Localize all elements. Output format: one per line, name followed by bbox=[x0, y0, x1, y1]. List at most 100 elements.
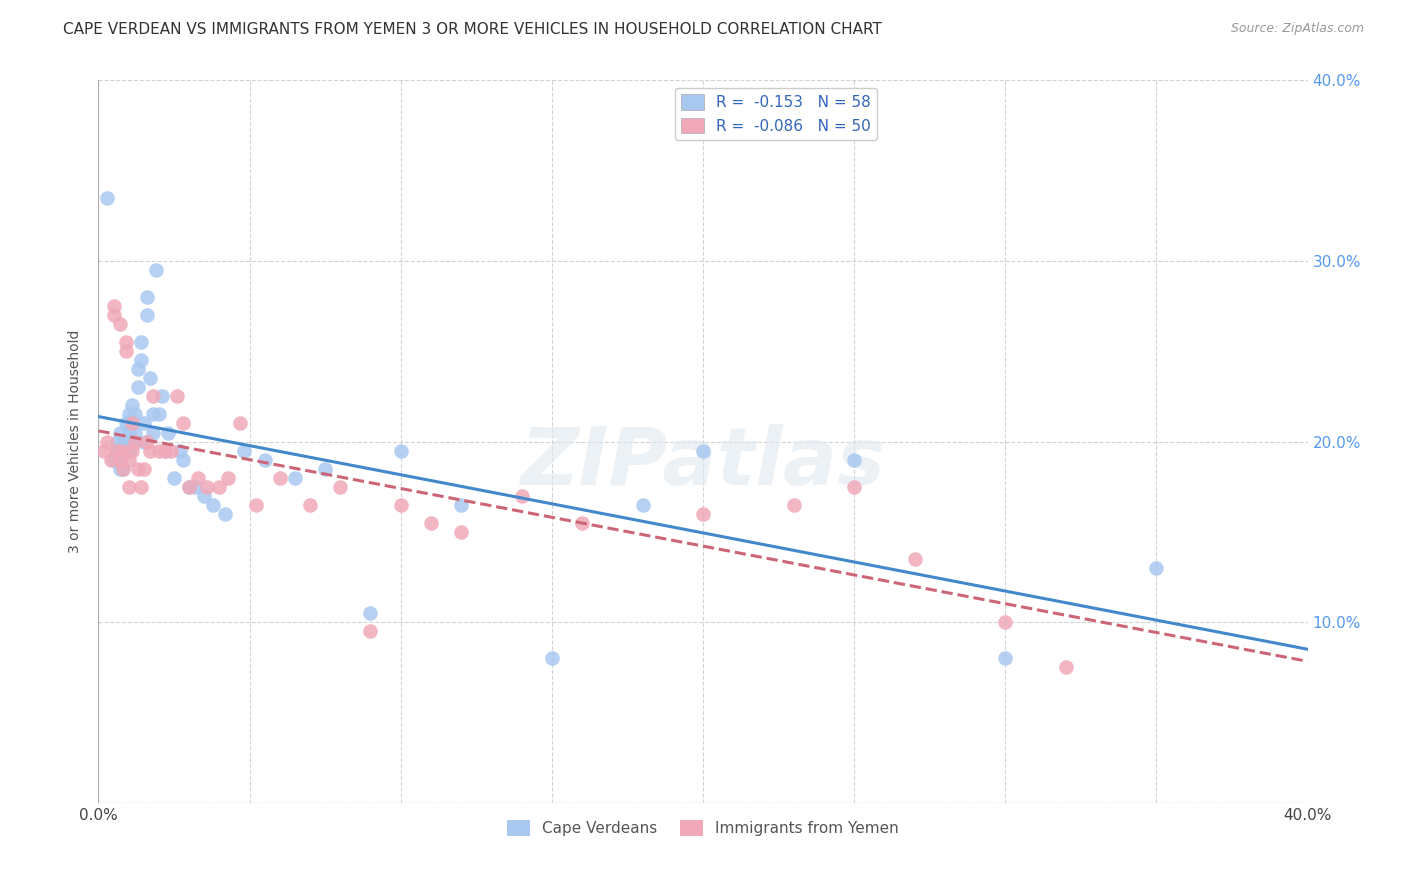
Point bbox=[299, 498, 322, 512]
Point bbox=[121, 417, 143, 431]
Point bbox=[329, 480, 352, 494]
Point bbox=[105, 434, 128, 449]
Point bbox=[510, 489, 533, 503]
Point bbox=[179, 480, 201, 494]
Point bbox=[153, 443, 176, 458]
Point bbox=[420, 516, 443, 530]
Point bbox=[172, 417, 194, 431]
Point bbox=[148, 443, 170, 458]
Point bbox=[139, 371, 162, 385]
Point bbox=[96, 434, 118, 449]
Point bbox=[450, 524, 472, 539]
Point bbox=[108, 452, 131, 467]
Text: CAPE VERDEAN VS IMMIGRANTS FROM YEMEN 3 OR MORE VEHICLES IN HOUSEHOLD CORRELATIO: CAPE VERDEAN VS IMMIGRANTS FROM YEMEN 3 … bbox=[63, 22, 882, 37]
Point bbox=[135, 290, 157, 304]
Point bbox=[150, 389, 173, 403]
Point bbox=[187, 471, 209, 485]
Legend: Cape Verdeans, Immigrants from Yemen: Cape Verdeans, Immigrants from Yemen bbox=[501, 814, 905, 842]
Point bbox=[202, 498, 225, 512]
Point bbox=[127, 461, 149, 475]
Point bbox=[121, 443, 143, 458]
Point bbox=[118, 425, 141, 440]
Point bbox=[121, 417, 143, 431]
Point bbox=[229, 417, 252, 431]
Point bbox=[208, 480, 231, 494]
Point bbox=[195, 480, 218, 494]
Point bbox=[105, 443, 128, 458]
Point bbox=[121, 434, 143, 449]
Point bbox=[111, 434, 134, 449]
Point bbox=[100, 452, 122, 467]
Point bbox=[118, 443, 141, 458]
Point bbox=[132, 434, 155, 449]
Point bbox=[108, 452, 131, 467]
Point bbox=[108, 317, 131, 331]
Point bbox=[692, 507, 714, 521]
Point bbox=[114, 443, 136, 458]
Point bbox=[389, 498, 412, 512]
Point bbox=[118, 408, 141, 422]
Point bbox=[783, 498, 806, 512]
Point bbox=[132, 417, 155, 431]
Point bbox=[103, 452, 125, 467]
Point bbox=[127, 362, 149, 376]
Point bbox=[245, 498, 267, 512]
Point bbox=[269, 471, 291, 485]
Point bbox=[108, 425, 131, 440]
Text: ZIPatlas: ZIPatlas bbox=[520, 425, 886, 502]
Point bbox=[166, 389, 188, 403]
Point bbox=[193, 489, 215, 503]
Point bbox=[129, 480, 152, 494]
Point bbox=[156, 425, 179, 440]
Point bbox=[135, 434, 157, 449]
Point bbox=[184, 480, 207, 494]
Point bbox=[217, 471, 239, 485]
Point bbox=[692, 443, 714, 458]
Text: Source: ZipAtlas.com: Source: ZipAtlas.com bbox=[1230, 22, 1364, 36]
Point bbox=[105, 443, 128, 458]
Point bbox=[96, 191, 118, 205]
Point bbox=[108, 461, 131, 475]
Point bbox=[450, 498, 472, 512]
Point bbox=[139, 443, 162, 458]
Point bbox=[148, 408, 170, 422]
Point bbox=[142, 389, 165, 403]
Point bbox=[153, 443, 176, 458]
Point bbox=[111, 461, 134, 475]
Point bbox=[994, 615, 1017, 630]
Point bbox=[118, 480, 141, 494]
Point bbox=[160, 443, 183, 458]
Point bbox=[124, 434, 146, 449]
Point bbox=[124, 408, 146, 422]
Point bbox=[232, 443, 254, 458]
Point bbox=[129, 335, 152, 350]
Point bbox=[111, 443, 134, 458]
Point bbox=[132, 461, 155, 475]
Point bbox=[114, 335, 136, 350]
Y-axis label: 3 or more Vehicles in Household: 3 or more Vehicles in Household bbox=[69, 330, 83, 553]
Point bbox=[631, 498, 654, 512]
Point bbox=[135, 308, 157, 322]
Point bbox=[145, 263, 167, 277]
Point bbox=[571, 516, 593, 530]
Point bbox=[142, 408, 165, 422]
Point bbox=[111, 461, 134, 475]
Point bbox=[172, 452, 194, 467]
Point bbox=[163, 471, 186, 485]
Point bbox=[1054, 660, 1077, 674]
Point bbox=[994, 651, 1017, 665]
Point bbox=[124, 425, 146, 440]
Point bbox=[129, 353, 152, 368]
Point bbox=[314, 461, 336, 475]
Point bbox=[114, 417, 136, 431]
Point bbox=[540, 651, 562, 665]
Point bbox=[844, 480, 866, 494]
Point bbox=[360, 606, 382, 620]
Point bbox=[103, 308, 125, 322]
Point bbox=[214, 507, 236, 521]
Point bbox=[844, 452, 866, 467]
Point bbox=[114, 434, 136, 449]
Point bbox=[111, 443, 134, 458]
Point bbox=[169, 443, 191, 458]
Point bbox=[389, 443, 412, 458]
